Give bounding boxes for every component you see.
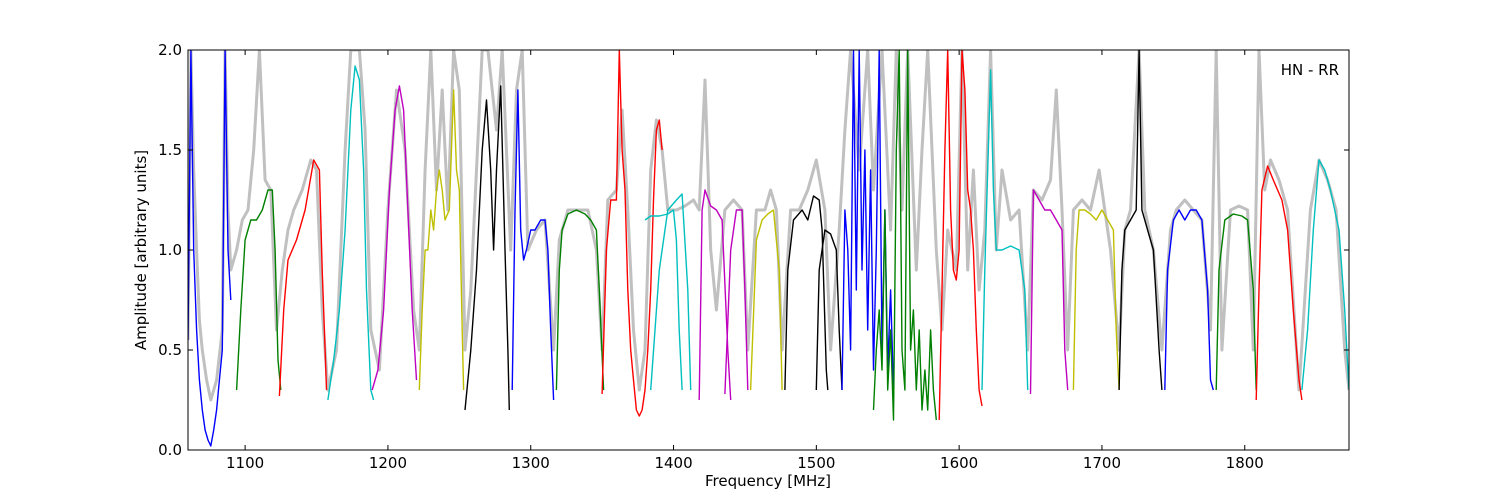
series-line-26 — [1215, 213, 1257, 391]
series-line-6 — [418, 89, 465, 391]
y-tick-label: 1.0 — [158, 241, 182, 259]
series-line-11 — [644, 209, 683, 391]
x-tick-label: 1100 — [226, 454, 264, 472]
series-line-22 — [1029, 189, 1069, 395]
x-axis: 1100 1200 1300 1400 1500 1600 1700 1800 — [226, 50, 1264, 472]
series-line-24 — [1118, 50, 1163, 391]
series-line-15 — [749, 209, 783, 391]
series-line-12 — [650, 193, 692, 391]
y-tick-label: 0.5 — [158, 341, 182, 359]
x-tick-label: 1600 — [940, 454, 978, 472]
x-tick-label: 1700 — [1083, 454, 1121, 472]
y-tick-label: 2.0 — [158, 41, 182, 59]
series-line-5 — [371, 85, 418, 391]
series-line-8 — [511, 89, 555, 401]
series-line-27 — [1255, 165, 1303, 401]
x-tick-label: 1800 — [1226, 454, 1264, 472]
series-line-19 — [872, 50, 937, 421]
series-line-2 — [235, 189, 282, 391]
series-line-23 — [1072, 209, 1120, 391]
chart-annotation: HN - RR — [1281, 61, 1339, 79]
x-axis-label: Frequency [MHz] — [705, 472, 831, 490]
series-line-17 — [815, 229, 843, 391]
x-tick-label: 1200 — [369, 454, 407, 472]
y-axis-label: Amplitude [arbitrary units] — [132, 150, 150, 350]
series-line-16 — [784, 195, 829, 391]
series-line-3 — [278, 159, 328, 397]
x-tick-label: 1300 — [512, 454, 550, 472]
series-line-21 — [981, 69, 1029, 391]
series-line-28 — [1301, 159, 1349, 391]
x-tick-label: 1500 — [797, 454, 835, 472]
y-tick-label: 1.5 — [158, 141, 182, 159]
series-line-9 — [555, 209, 605, 391]
series-line-7 — [464, 85, 510, 411]
plot-series-layer — [188, 50, 1349, 447]
series-line-1 — [188, 50, 232, 447]
y-tick-label: 0.0 — [158, 441, 182, 459]
series-line-10 — [601, 50, 663, 417]
y-axis: 0.0 0.5 1.0 1.5 2.0 — [158, 41, 1349, 459]
x-tick-label: 1400 — [654, 454, 692, 472]
series-line-20 — [938, 50, 983, 421]
series-line-4 — [327, 65, 375, 401]
series-line-14 — [724, 209, 749, 395]
series-line-25 — [1164, 209, 1214, 391]
